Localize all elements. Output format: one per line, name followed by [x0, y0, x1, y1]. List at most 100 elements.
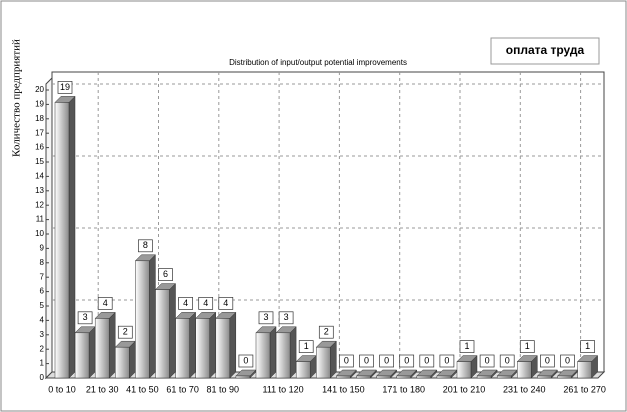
- bar: [436, 375, 452, 379]
- value-label: 2: [123, 327, 128, 337]
- value-label-box: [359, 354, 374, 368]
- bar-side: [330, 340, 337, 379]
- value-label-box: [97, 297, 113, 310]
- y-axis-label: Количество предприятий: [11, 39, 23, 157]
- bar-side: [229, 311, 237, 379]
- bar: [557, 375, 572, 379]
- y-tick-label: 2: [40, 344, 45, 353]
- bar-side: [149, 254, 156, 379]
- y-tick-label: 4: [40, 316, 45, 325]
- x-tick-label: 111 to 120: [262, 384, 303, 394]
- bar-side: [129, 340, 136, 379]
- x-tick-label: 261 to 270: [563, 384, 606, 394]
- value-label: 0: [243, 355, 248, 365]
- value-label-box: [439, 354, 455, 368]
- bar: [295, 361, 311, 379]
- value-label: 0: [344, 355, 349, 365]
- bar-side: [108, 311, 116, 379]
- value-label: 0: [565, 355, 570, 365]
- value-label: 1: [585, 341, 590, 351]
- bar: [175, 318, 190, 379]
- x-tick-label: 201 to 210: [443, 384, 486, 394]
- bar: [275, 332, 291, 379]
- bar: [235, 375, 251, 379]
- bar: [74, 332, 90, 379]
- y-tick-label: 7: [40, 272, 45, 281]
- value-label: 0: [505, 355, 510, 365]
- y-tick-label: 9: [40, 244, 45, 253]
- bar-side: [88, 326, 96, 379]
- bar: [396, 375, 411, 379]
- value-label-box: [117, 325, 133, 339]
- value-label: 6: [163, 269, 168, 279]
- y-tick-label: 0: [40, 373, 45, 382]
- y-tick-label: 10: [35, 229, 44, 238]
- y-tick-label: 6: [40, 287, 45, 296]
- bar: [537, 375, 552, 379]
- bar: [316, 346, 331, 379]
- bar-side: [289, 326, 297, 379]
- x-tick-label: 61 to 70: [166, 384, 199, 394]
- bar: [577, 361, 592, 379]
- value-label-box: [339, 354, 354, 368]
- value-label: 4: [183, 298, 188, 308]
- y-tick-label: 19: [35, 100, 44, 109]
- value-label: 0: [485, 355, 490, 365]
- y-tick-label: 13: [35, 186, 44, 195]
- bar: [476, 375, 492, 379]
- value-label-box: [178, 297, 193, 310]
- bar: [195, 318, 210, 379]
- y-tick-label: 20: [35, 85, 44, 94]
- y-tick-label: 1: [40, 359, 45, 368]
- value-label: 4: [203, 298, 208, 308]
- y-tick-label: 17: [35, 128, 44, 137]
- x-tick-label: 81 to 90: [207, 384, 240, 394]
- value-label-box: [479, 354, 495, 368]
- value-label-box: [540, 354, 555, 368]
- bar-side: [209, 311, 216, 379]
- value-label-box: [138, 239, 153, 253]
- bar: [215, 318, 231, 379]
- value-label: 3: [83, 312, 88, 322]
- value-label: 3: [284, 312, 289, 322]
- value-label-box: [57, 81, 73, 94]
- badge-box: [490, 37, 600, 65]
- value-label: 4: [103, 298, 108, 308]
- value-label: 4: [223, 298, 228, 308]
- value-label-box: [580, 340, 595, 353]
- value-label-box: [519, 340, 535, 353]
- value-label: 2: [324, 327, 329, 337]
- value-label: 3: [263, 312, 268, 322]
- value-label: 8: [143, 240, 148, 250]
- value-label: 0: [364, 355, 369, 365]
- bar: [456, 361, 472, 379]
- y-tick-label: 18: [35, 114, 44, 123]
- value-label: 0: [384, 355, 389, 365]
- bar-side: [269, 326, 277, 379]
- value-label-box: [399, 354, 415, 368]
- y-tick-label: 5: [40, 301, 45, 310]
- bar-side: [68, 95, 76, 379]
- value-label-box: [238, 354, 254, 368]
- y-tick-label: 14: [35, 172, 44, 181]
- bar: [496, 375, 512, 379]
- x-tick-label: 21 to 30: [86, 384, 119, 394]
- bar: [54, 102, 70, 379]
- value-label-box: [459, 340, 475, 353]
- value-label: 19: [60, 82, 70, 92]
- value-label: 1: [464, 341, 469, 351]
- y-tick-label: 11: [36, 215, 45, 224]
- bar: [155, 289, 170, 379]
- bar: [416, 375, 432, 379]
- y-tick-label: 16: [35, 143, 44, 152]
- value-label-box: [258, 311, 274, 325]
- value-label-box: [560, 354, 575, 368]
- bar-side: [189, 311, 196, 379]
- value-label: 1: [525, 341, 530, 351]
- value-label-box: [499, 354, 515, 368]
- bar: [94, 318, 110, 379]
- value-label-box: [218, 297, 234, 310]
- value-label-box: [158, 268, 173, 281]
- x-tick-label: 141 to 150: [322, 384, 365, 394]
